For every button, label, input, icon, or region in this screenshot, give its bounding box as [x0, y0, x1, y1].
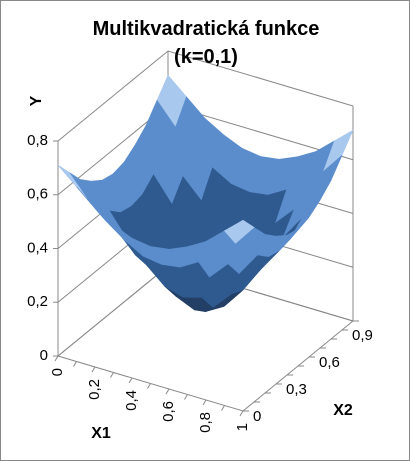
grid-line [57, 50, 354, 142]
x2-tick-label: 0,6 [319, 354, 340, 371]
x1-tick [239, 410, 244, 417]
y-tick-label: 0,2 [27, 293, 48, 310]
x2-tick-label: 0,3 [286, 381, 307, 398]
y-tick-label: 0,4 [27, 239, 48, 256]
x1-tick-label: 1 [234, 423, 251, 431]
x1-tick [202, 399, 207, 406]
y-tick-label: 0,6 [27, 186, 48, 203]
x1-tick-label: 0 [49, 368, 66, 376]
y-tick-label: 0,8 [27, 132, 48, 149]
surface-patch [224, 219, 255, 244]
x1-tick [221, 405, 225, 411]
x1-tick [73, 361, 77, 367]
chart-title: Multikvadratická funkce (k=0,1) [92, 18, 320, 68]
x2-tick-label: 0 [253, 408, 261, 425]
y-axis-title: Y [28, 95, 45, 106]
x1-tick-label: 0,4 [123, 390, 140, 411]
x2-axis-title: X2 [333, 402, 353, 419]
x1-tick [91, 366, 96, 373]
x1-tick-label: 0,8 [197, 412, 214, 433]
x1-tick [54, 355, 59, 362]
x1-tick [128, 377, 133, 384]
x1-axis-title: X1 [91, 425, 111, 442]
x1-tick [147, 383, 151, 389]
x1-tick-label: 0,6 [160, 401, 177, 422]
x2-tick-label: 0,9 [352, 327, 373, 344]
x1-tick [110, 372, 114, 378]
y-tick-label: 0 [40, 347, 48, 364]
x1-tick-label: 0,2 [86, 379, 103, 400]
x1-tick [184, 394, 188, 400]
x1-tick [165, 388, 170, 395]
